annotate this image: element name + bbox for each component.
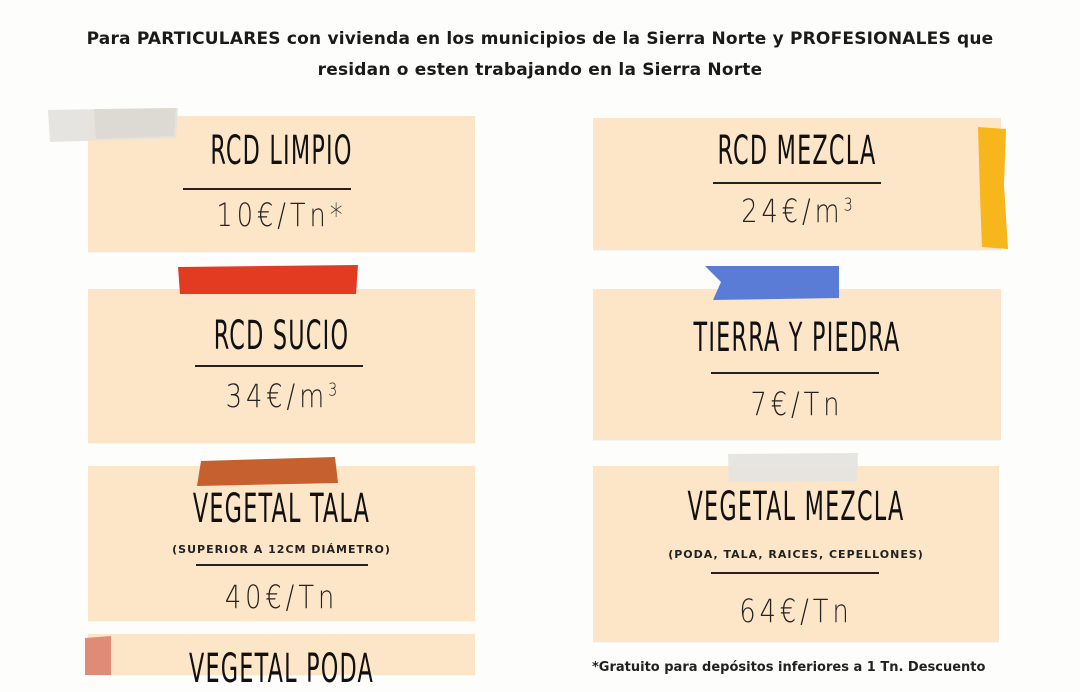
card-divider [183, 188, 351, 190]
intro-line-2: residan o esten trabajando en la Sierra … [317, 60, 763, 80]
card-divider [196, 564, 368, 566]
price-card-vegetal-poda: VEGETAL PODA [88, 634, 475, 692]
card-price-exponent: 3 [328, 379, 338, 401]
footnote: *Gratuito para depósitos inferiores a 1 … [592, 660, 986, 675]
card-price: 24€/m3 [634, 192, 960, 230]
card-divider [195, 365, 363, 367]
card-subtitle: (PODA, TALA, RAICES, CEPELLONES) [668, 548, 924, 561]
card-title: TIERRA Y PIEDRA [693, 315, 901, 361]
price-card-rcd-mezcla: RCD MEZCLA 24€/m3 [593, 118, 1001, 250]
yellow-tape-decoration [978, 127, 1008, 249]
price-card-vegetal-tala: VEGETAL TALA (SUPERIOR A 12CM DIÁMETRO) … [88, 466, 475, 621]
blue-tape-decoration [705, 266, 839, 300]
card-price: 10€/Tn* [216, 196, 347, 234]
card-title: VEGETAL MEZCLA [687, 484, 905, 530]
card-divider [713, 182, 881, 184]
card-title: RCD SUCIO [213, 313, 350, 359]
card-title: VEGETAL TALA [192, 486, 371, 532]
price-card-vegetal-mezcla: VEGETAL MEZCLA (PODA, TALA, RAICES, CEPE… [593, 466, 999, 642]
card-price: 64€/Tn [739, 592, 853, 630]
salmon-tape-decoration [85, 636, 111, 675]
card-title: VEGETAL PODA [188, 646, 375, 692]
card-title: RCD LIMPIO [210, 128, 353, 174]
intro-text: Para PARTICULARES con vivienda en los mu… [60, 24, 1020, 86]
card-divider [711, 372, 879, 374]
intro-line-1: Para PARTICULARES con vivienda en los mu… [86, 29, 994, 49]
light-gray-tape-decoration [728, 453, 858, 482]
card-price: 34€/m3 [127, 377, 437, 415]
card-price-exponent: 3 [843, 194, 853, 216]
card-subtitle: (SUPERIOR A 12CM DIÁMETRO) [172, 543, 391, 556]
price-card-rcd-sucio: RCD SUCIO 34€/m3 [88, 289, 475, 443]
price-card-tierra-y-piedra: TIERRA Y PIEDRA 7€/Tn [593, 289, 1001, 440]
card-divider [711, 572, 879, 574]
rust-tape-decoration [197, 457, 338, 486]
card-price: 7€/Tn [750, 385, 844, 423]
card-price: 40€/Tn [224, 578, 339, 616]
card-price-value: 24€/m [741, 192, 844, 230]
card-price-value: 34€/m [225, 377, 329, 415]
card-title: RCD MEZCLA [717, 128, 877, 174]
red-tape-decoration [178, 265, 358, 294]
gray-tape-decoration [48, 108, 178, 142]
